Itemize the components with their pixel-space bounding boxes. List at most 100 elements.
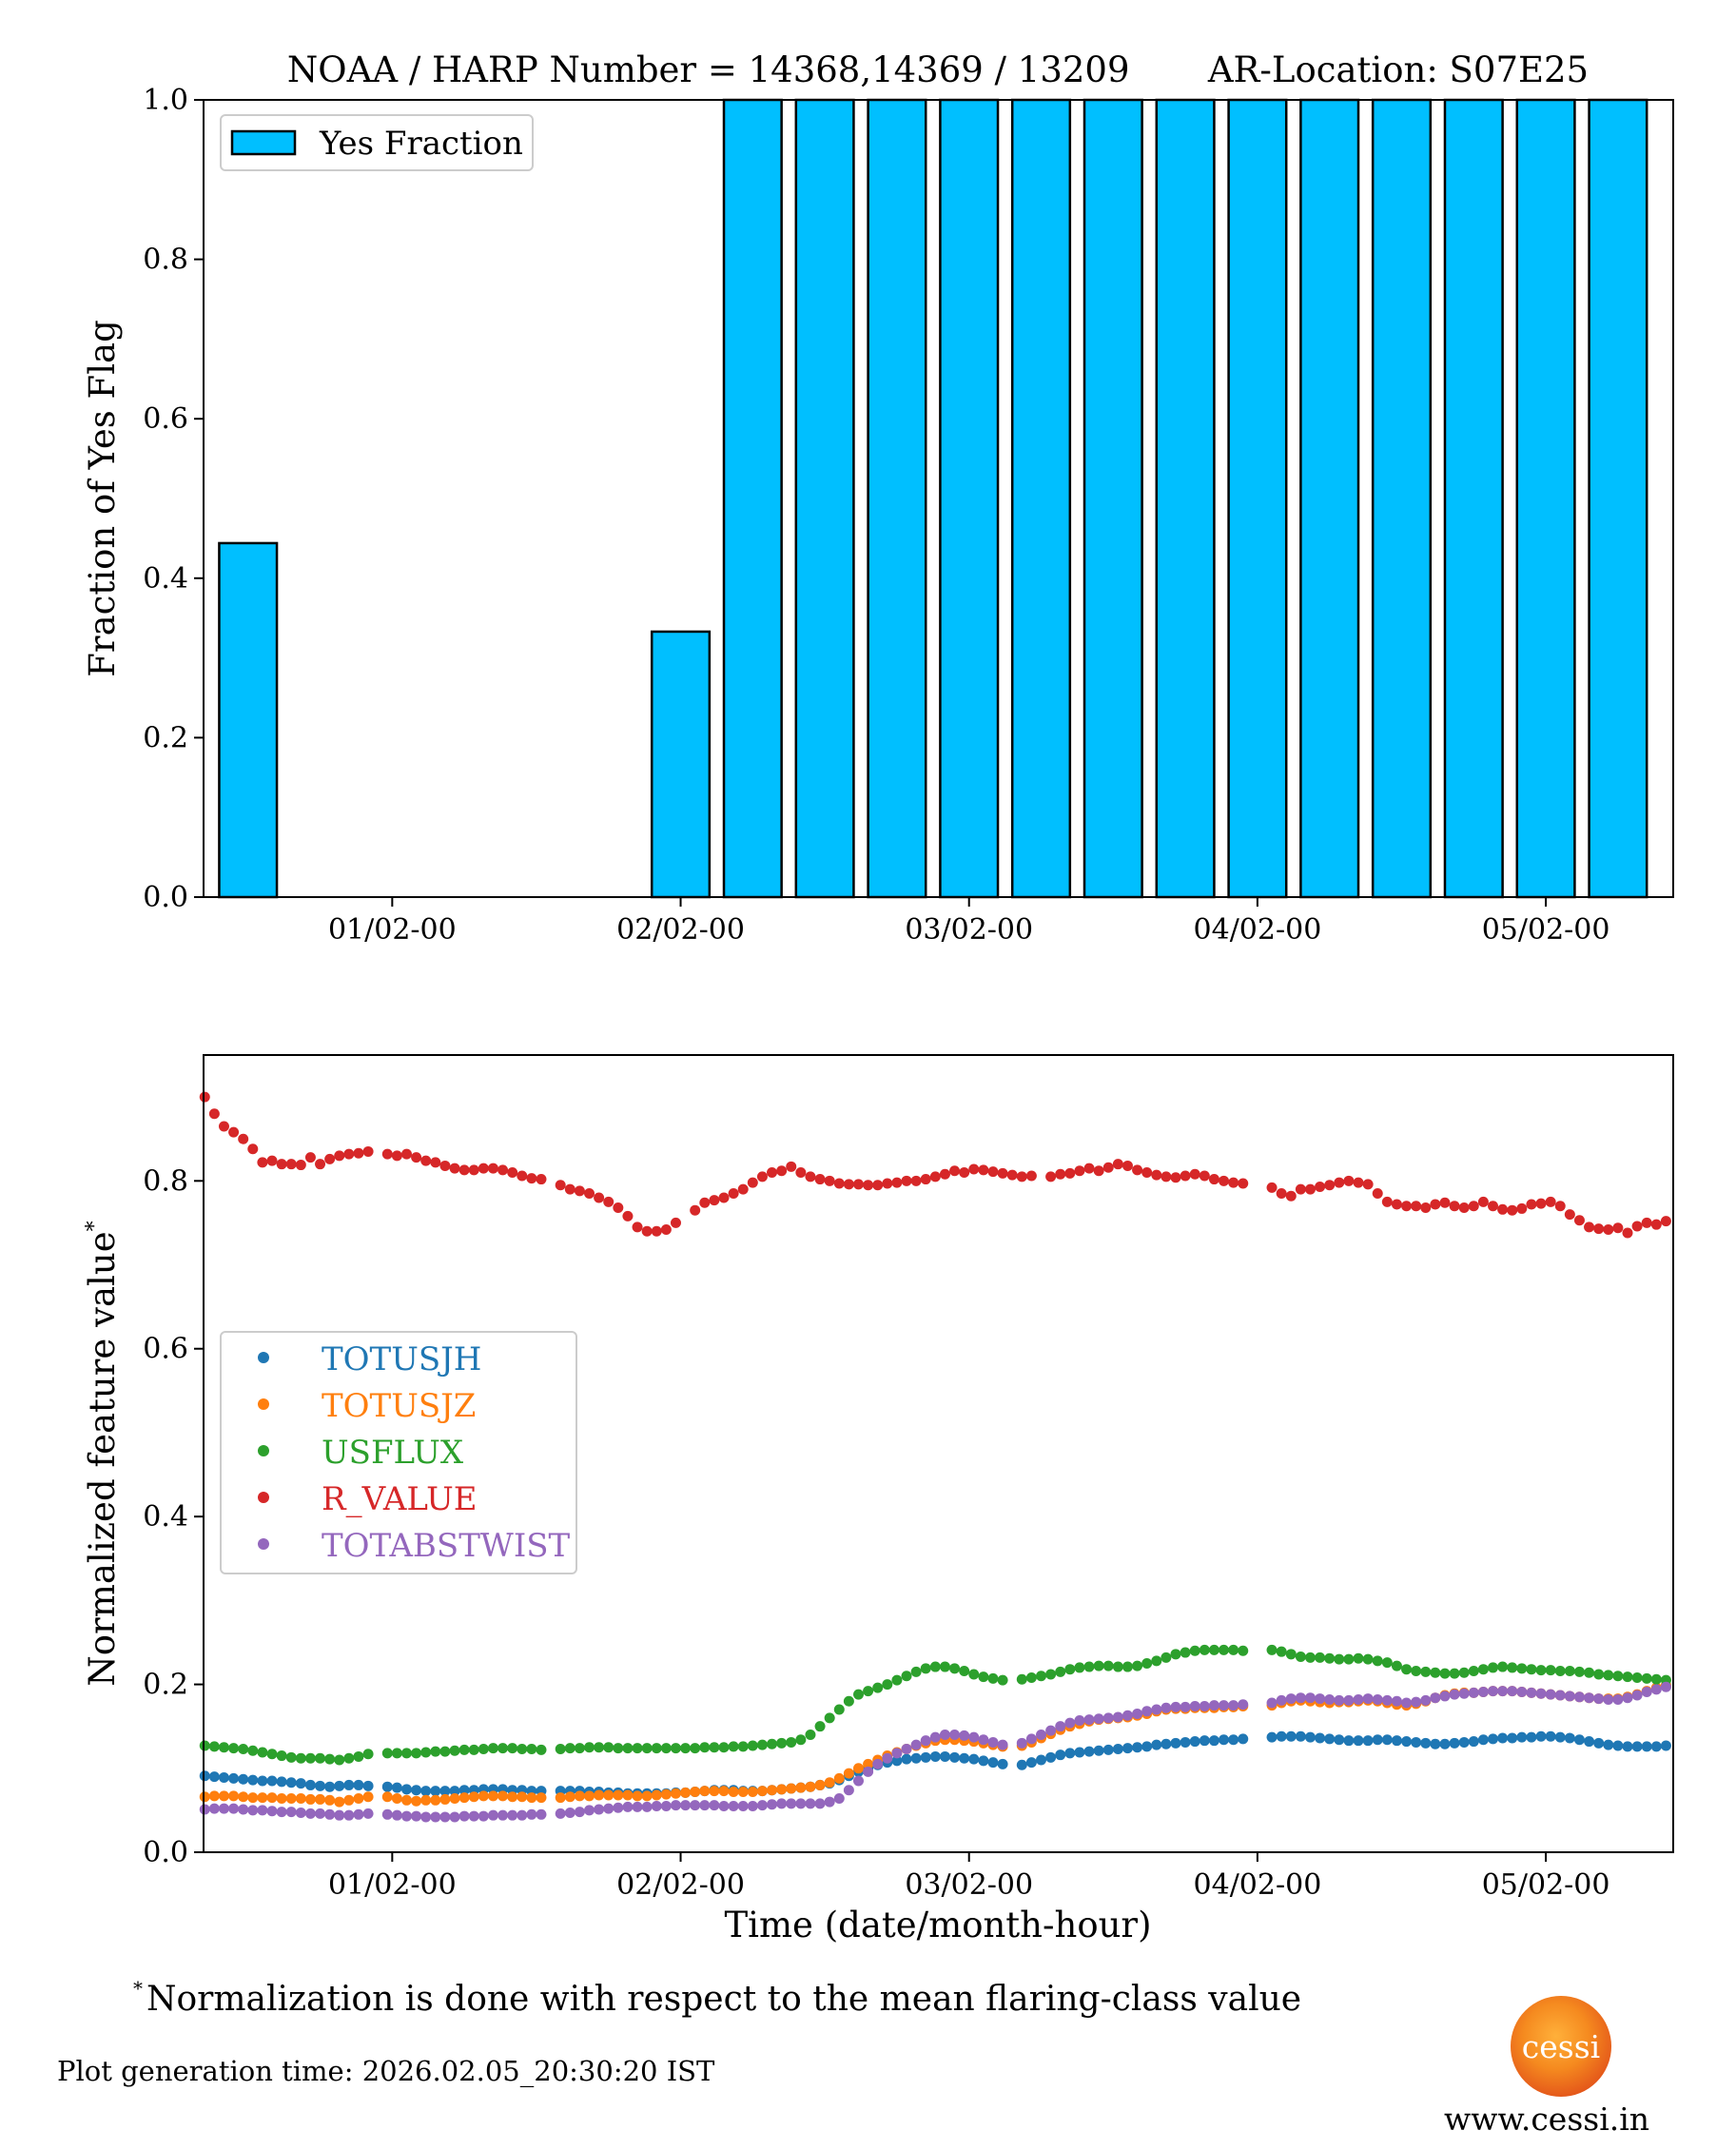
data-point — [1161, 1702, 1172, 1713]
data-point — [564, 1743, 575, 1754]
y-tick-label: 0.8 — [143, 244, 188, 277]
x-ticks: 01/02-00 02/02-00 03/02-00 04/02-00 05/02-00 — [328, 1852, 1609, 1902]
data-point — [1102, 1744, 1114, 1755]
data-point — [1458, 1667, 1470, 1678]
data-point — [891, 1755, 903, 1767]
data-point — [574, 1185, 585, 1197]
data-point — [997, 1758, 1008, 1769]
data-point — [594, 1192, 605, 1203]
data-point — [381, 1791, 393, 1803]
data-point — [1304, 1731, 1316, 1743]
data-point — [603, 1742, 614, 1753]
y-tick-label: 0.0 — [143, 881, 188, 914]
data-point — [959, 1752, 970, 1764]
data-point — [1564, 1732, 1575, 1744]
data-point — [670, 1217, 681, 1228]
data-point — [1526, 1731, 1537, 1743]
data-point — [584, 1742, 595, 1753]
data-point — [805, 1781, 816, 1792]
y-tick-label: 0.2 — [143, 1669, 188, 1702]
data-point — [1315, 1652, 1326, 1663]
data-point — [266, 1792, 278, 1804]
data-point — [266, 1155, 278, 1166]
data-point — [910, 1175, 922, 1186]
data-point — [478, 1744, 489, 1755]
data-point — [882, 1178, 893, 1189]
data-point — [295, 1160, 306, 1171]
y-tick-label: 0.6 — [143, 402, 188, 436]
data-point — [1170, 1172, 1181, 1183]
data-point — [420, 1155, 432, 1166]
data-point — [353, 1779, 364, 1790]
data-point — [1083, 1163, 1095, 1174]
data-point — [1584, 1736, 1595, 1748]
data-point — [400, 1784, 412, 1795]
data-point — [1228, 1700, 1239, 1711]
data-point — [285, 1777, 297, 1788]
y-tick-label: 0.6 — [143, 1333, 188, 1366]
data-point — [1055, 1666, 1066, 1677]
data-point — [574, 1743, 585, 1754]
data-point — [1045, 1669, 1057, 1680]
data-point — [1381, 1734, 1393, 1746]
data-point — [1411, 1201, 1422, 1212]
data-point — [449, 1793, 460, 1805]
data-point — [603, 1196, 614, 1207]
data-point — [747, 1786, 758, 1797]
data-point — [517, 1809, 528, 1821]
data-point — [391, 1748, 402, 1759]
data-point — [1439, 1691, 1451, 1702]
data-point — [400, 1148, 412, 1160]
x-tick-label: 01/02-00 — [328, 1868, 457, 1902]
data-point — [1507, 1204, 1518, 1216]
data-point — [420, 1811, 432, 1823]
data-point — [1554, 1665, 1566, 1676]
data-point — [814, 1798, 826, 1809]
data-point — [997, 1674, 1008, 1686]
data-point — [1497, 1686, 1509, 1697]
data-point — [458, 1164, 470, 1176]
data-point — [1238, 1733, 1249, 1745]
data-point — [247, 1774, 259, 1786]
data-point — [1334, 1653, 1345, 1665]
legend-label: Yes Fraction — [319, 125, 523, 163]
y-tick-label: 1.0 — [143, 84, 188, 117]
data-point — [1660, 1216, 1671, 1227]
data-point — [920, 1751, 931, 1763]
data-point — [439, 1160, 451, 1171]
data-point — [1593, 1693, 1605, 1705]
data-point — [362, 1780, 374, 1791]
website-link[interactable]: www.cessi.in — [1444, 2101, 1650, 2138]
data-point — [651, 1800, 662, 1811]
data-point — [1016, 1673, 1027, 1685]
data-point — [362, 1791, 374, 1803]
data-point — [1401, 1697, 1413, 1709]
data-point — [1420, 1737, 1432, 1749]
data-point — [660, 1800, 672, 1811]
data-point — [949, 1663, 961, 1674]
data-point — [478, 1810, 489, 1822]
data-point — [910, 1739, 922, 1750]
data-point — [1439, 1738, 1451, 1749]
data-point — [1430, 1738, 1441, 1749]
data-point — [1660, 1681, 1671, 1692]
data-point — [304, 1779, 316, 1790]
data-point — [1228, 1734, 1239, 1746]
data-point — [1334, 1177, 1345, 1188]
data-point — [1343, 1175, 1355, 1186]
data-point — [478, 1163, 489, 1174]
data-point — [728, 1786, 739, 1797]
data-point — [1362, 1735, 1374, 1747]
data-point — [709, 1195, 720, 1206]
data-point — [978, 1755, 989, 1767]
data-point — [517, 1170, 528, 1182]
data-point — [247, 1792, 259, 1804]
data-point — [526, 1792, 537, 1804]
data-point — [709, 1742, 720, 1753]
bar — [1227, 98, 1288, 899]
data-point — [1025, 1672, 1037, 1684]
legend-swatch — [230, 129, 297, 156]
data-point — [1199, 1170, 1210, 1182]
data-point — [285, 1807, 297, 1818]
data-point — [776, 1784, 788, 1795]
